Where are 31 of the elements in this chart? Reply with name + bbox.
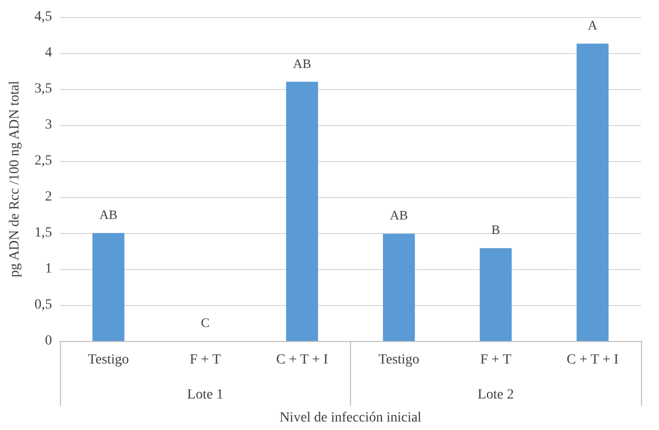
x-tick-label: C + T + I [566,352,619,368]
text: Lote 2 [478,388,514,402]
data-label: C [200,315,210,330]
x-tick-label: Testigo [88,352,129,368]
data-label: AB [293,56,312,71]
data-label: A [588,18,598,33]
x-tick-label: C + T + I [276,352,328,368]
x-tick-label: Testigo [378,352,420,368]
bar [480,248,512,341]
y-axis-title: pg ADN de Rcc /100 ng ADN total [8,80,22,278]
bar [576,44,609,341]
y-tick-label: 4,5 [34,10,52,24]
y-tick-label: 0,5 [34,298,52,312]
bar [92,233,124,341]
y-tick-label: 2,5 [34,154,52,168]
x-tick-label: F + T [480,352,512,368]
y-tick-label: 3,5 [34,82,52,96]
y-tick-label: 4 [45,46,52,60]
data-label: B [491,222,500,238]
y-tick-label: 1,5 [34,226,52,240]
x-axis-title: Nivel de infección inicial [280,410,422,426]
data-label: AB [99,207,118,222]
y-tick-label: 2 [45,190,52,204]
text: Lote 1 [187,388,224,402]
bar [286,82,318,341]
x-tick-label: F + T [190,352,222,368]
data-label: AB [390,208,408,223]
y-tick-label: 1 [45,262,52,276]
bar [382,234,415,341]
y-tick-label: 3 [45,118,52,132]
y-tick-label: 0 [45,334,52,348]
